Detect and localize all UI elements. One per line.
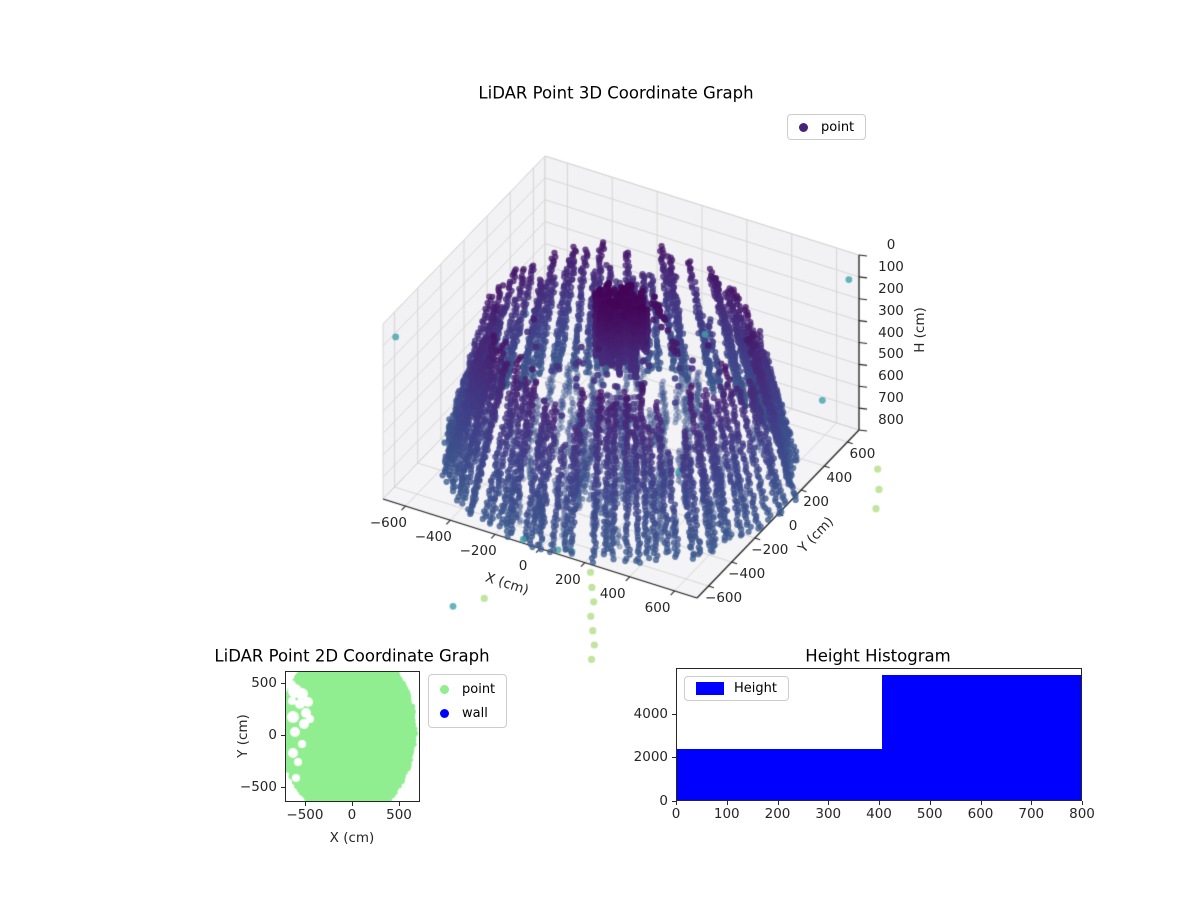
tick-mark — [351, 802, 353, 806]
tick-mark — [672, 713, 676, 715]
hist-title: Height Histogram — [805, 646, 951, 666]
point-marker-icon — [799, 122, 808, 132]
tick-mark — [281, 786, 285, 788]
tick-label: 800 — [1069, 806, 1095, 822]
tick-label: 800 — [878, 412, 904, 428]
tick-mark — [672, 757, 676, 759]
tick-mark — [281, 683, 285, 685]
tick-label: 600 — [967, 806, 994, 822]
tick-mark — [929, 801, 931, 805]
tick-label: 600 — [878, 368, 904, 385]
tick-label: 500 — [916, 806, 943, 822]
tick-label: −500 — [286, 807, 324, 823]
tick-label: −600 — [369, 515, 407, 532]
tick-label: 700 — [1018, 806, 1045, 822]
tick-label: 200 — [803, 494, 830, 510]
tick-mark — [672, 801, 676, 802]
plot2d-canvas — [286, 672, 419, 801]
legend-label: wall — [462, 705, 488, 721]
plot2d-title: LiDAR Point 2D Coordinate Graph — [214, 646, 490, 666]
tick-label: 2000 — [633, 749, 668, 766]
point-marker-icon — [440, 684, 449, 694]
tick-label: −200 — [459, 543, 497, 560]
tick-label: −400 — [414, 529, 452, 546]
tick-label: 500 — [878, 346, 904, 363]
tick-label: −400 — [728, 566, 766, 582]
tick-label: 400 — [866, 806, 892, 822]
tick-label: −500 — [239, 778, 277, 795]
tick-mark — [980, 801, 982, 805]
tick-label: 0 — [886, 237, 896, 253]
tick-label: 0 — [659, 793, 668, 809]
tick-label: 100 — [878, 258, 904, 275]
tick-mark — [676, 801, 677, 805]
plot2d-axes — [285, 671, 420, 802]
wall-marker-icon — [440, 708, 449, 718]
tick-label: 500 — [251, 675, 277, 692]
hist-bar — [677, 749, 883, 800]
tick-label: 300 — [815, 806, 842, 822]
tick-label: 400 — [878, 324, 904, 341]
tick-label: 0 — [518, 557, 528, 574]
hist-bar — [882, 675, 1081, 800]
tick-mark — [1031, 801, 1033, 805]
tick-label: −600 — [705, 590, 743, 606]
plot3d-zlabel: H (cm) — [912, 307, 928, 353]
tick-label: 0 — [268, 727, 277, 744]
tick-mark — [726, 801, 728, 805]
tick-label: 600 — [849, 446, 876, 462]
hist-legend: Height — [684, 676, 789, 701]
tick-label: 100 — [713, 806, 740, 822]
plot3d-title: LiDAR Point 3D Coordinate Graph — [478, 83, 754, 103]
tick-mark — [777, 801, 779, 805]
tick-label: 4000 — [633, 705, 668, 722]
tick-mark — [828, 801, 830, 805]
tick-mark — [281, 735, 285, 737]
legend-label: point — [462, 681, 496, 697]
legend-row: point — [429, 677, 506, 701]
legend-label: point — [821, 119, 855, 135]
tick-label: 200 — [554, 571, 581, 588]
tick-mark — [304, 802, 306, 806]
plot2d-xlabel: X (cm) — [329, 830, 375, 846]
tick-mark — [1082, 801, 1083, 805]
tick-label: 200 — [764, 806, 791, 822]
legend-label: Height — [734, 681, 777, 696]
plot2d-legend: point wall — [428, 674, 508, 728]
legend-row: Height — [685, 677, 788, 700]
tick-label: 300 — [878, 302, 904, 319]
tick-label: 200 — [878, 280, 904, 297]
tick-label: 400 — [826, 470, 853, 486]
legend-row: wall — [429, 701, 506, 725]
tick-label: 600 — [644, 599, 671, 616]
tick-label: 0 — [788, 518, 798, 534]
legend-row: point — [788, 115, 865, 139]
tick-label: −200 — [751, 542, 789, 558]
tick-mark — [399, 802, 401, 806]
tick-label: 400 — [599, 585, 626, 602]
hist-axes — [676, 668, 1082, 801]
height-swatch-icon — [696, 682, 724, 695]
plot2d-ylabel: Y (cm) — [235, 714, 251, 758]
tick-label: 0 — [347, 807, 357, 823]
plot3d-legend: point — [787, 114, 867, 140]
tick-label: 500 — [386, 807, 412, 823]
tick-mark — [879, 801, 880, 805]
tick-label: 0 — [671, 806, 681, 822]
tick-label: 700 — [878, 390, 904, 407]
